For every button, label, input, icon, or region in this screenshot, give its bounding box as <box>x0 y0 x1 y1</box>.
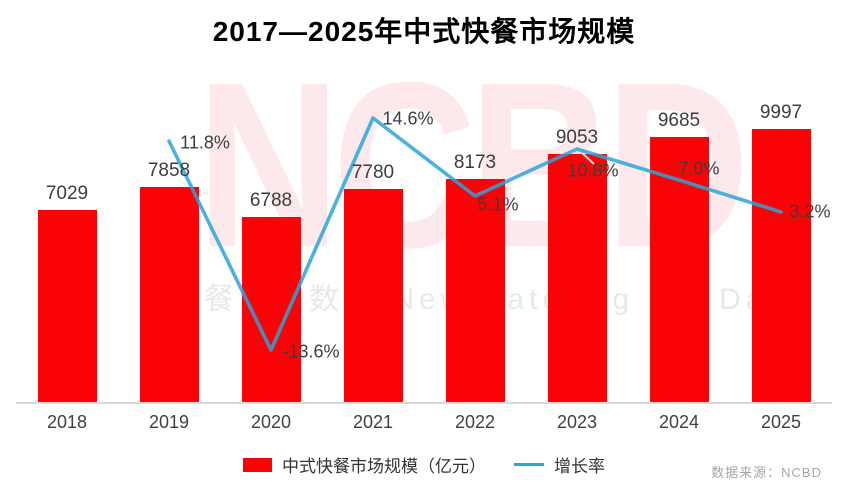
x-tick-label: 2019 <box>148 412 190 432</box>
growth-point-label: -13.6% <box>282 341 340 362</box>
growth-point-label: 7.0% <box>678 158 720 179</box>
growth-point-label: 5.1% <box>477 194 519 215</box>
bar-value-label: 6788 <box>249 190 293 211</box>
bar-2019 <box>140 187 199 403</box>
bar-value-label: 9053 <box>555 127 599 148</box>
data-source: 数据来源：NCBD <box>711 465 822 480</box>
line-legend-label: 增长率 <box>554 457 605 476</box>
bar-value-label: 9685 <box>657 110 701 131</box>
x-tick-label: 2024 <box>658 412 700 432</box>
bar-value-label: 7029 <box>45 183 89 204</box>
bar-2023 <box>548 154 607 403</box>
line-legend-swatch <box>514 463 544 466</box>
bar-legend-swatch <box>243 457 272 472</box>
bar-2018 <box>38 210 97 403</box>
growth-point-label: 11.8% <box>180 132 230 153</box>
growth-rate-line <box>167 116 783 352</box>
chart-title: 2017—2025年中式快餐市场规模 <box>212 16 636 47</box>
label-leader-line <box>579 150 595 165</box>
bar-value-label: 8173 <box>453 152 497 173</box>
x-tick-label: 2018 <box>46 412 88 432</box>
x-axis-line <box>16 402 832 404</box>
x-tick-label: 2025 <box>760 412 802 432</box>
x-tick-label: 2021 <box>352 412 394 432</box>
bar-value-label: 9997 <box>759 102 803 123</box>
growth-point-label: 3.2% <box>789 201 831 222</box>
bar-2021 <box>344 189 403 403</box>
growth-point-label: 10.8% <box>567 160 619 181</box>
x-tick-label: 2022 <box>454 412 496 432</box>
bar-value-label: 7780 <box>351 162 395 183</box>
legend: 中式快餐市场规模（亿元） 增长率 <box>0 452 848 477</box>
bar-value-label: 7858 <box>147 160 191 181</box>
bar-legend-label: 中式快餐市场规模（亿元） <box>282 457 486 476</box>
bar-2022 <box>446 179 505 403</box>
x-tick-label: 2020 <box>250 412 292 432</box>
growth-point-label: 14.6% <box>382 108 434 129</box>
x-tick-label: 2023 <box>556 412 598 432</box>
bar-2025 <box>752 129 811 403</box>
